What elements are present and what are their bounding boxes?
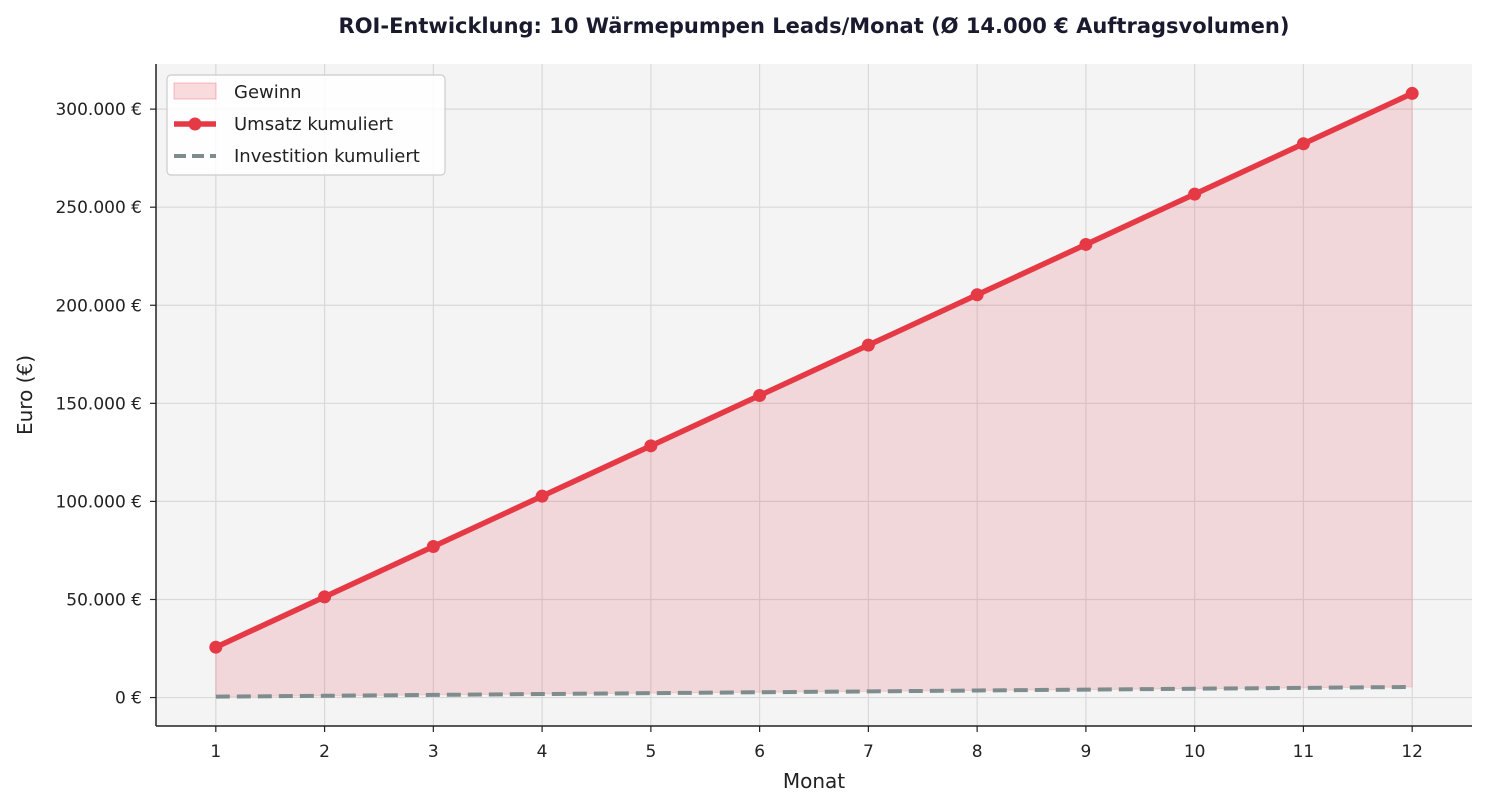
y-tick-label: 100.000 € — [55, 492, 142, 512]
y-tick-label: 200.000 € — [55, 296, 142, 316]
x-axis-label: Monat — [783, 769, 845, 793]
legend-swatch-gewinn — [173, 82, 217, 100]
y-tick-label: 300.000 € — [55, 100, 142, 120]
x-tick-label: 1 — [210, 742, 221, 762]
x-tick-label: 12 — [1401, 742, 1423, 762]
line-umsatz-kumuliert — [214, 90, 1414, 650]
legend-entry-umsatz: Umsatz kumuliert — [234, 114, 393, 135]
ticks-layer: 1 2 3 4 5 6 7 8 9 10 11 120 €50.000 €100.000 €150.0… — [55, 100, 1423, 762]
y-tick-label: 50.000 € — [66, 590, 142, 610]
x-tick-label: 8 — [972, 742, 983, 762]
point-umsatz — [209, 640, 223, 654]
y-tick-label: 0 € — [115, 689, 142, 709]
x-tick-label: 11 — [1293, 742, 1315, 762]
point-umsatz — [970, 288, 984, 302]
legend-box — [166, 74, 446, 176]
point-umsatz — [1405, 86, 1419, 100]
axes-layer — [155, 64, 1472, 727]
x-tick-label: 5 — [645, 742, 656, 762]
point-umsatz — [753, 388, 767, 402]
line-investition-kumuliert — [215, 684, 1413, 699]
legend-entry-investition: Investition kumuliert — [234, 146, 420, 167]
point-umsatz — [861, 338, 875, 352]
point-umsatz — [426, 540, 440, 554]
y-tick-label: 150.000 € — [55, 394, 142, 414]
y-tick-label: 250.000 € — [55, 198, 142, 218]
legend-entry-gewinn: Gewinn — [234, 82, 302, 103]
y-axis-label: Euro (€) — [13, 355, 37, 435]
x-tick-label: 3 — [428, 742, 439, 762]
x-tick-label: 2 — [319, 742, 330, 762]
point-umsatz — [535, 489, 549, 503]
x-tick-label: 9 — [1080, 742, 1091, 762]
point-umsatz — [318, 590, 332, 604]
x-tick-label: 6 — [754, 742, 765, 762]
x-tick-label: 10 — [1184, 742, 1206, 762]
chart-title: ROI-Entwicklung: 10 Wärmepumpen Leads/Mo… — [339, 14, 1290, 38]
x-tick-label: 7 — [863, 742, 874, 762]
legend-marker-umsatz — [188, 117, 202, 131]
legend: Gewinn Umsatz kumuliert Investition kumu… — [166, 74, 446, 176]
x-tick-label: 4 — [537, 742, 548, 762]
point-umsatz — [1296, 137, 1310, 151]
point-umsatz — [1188, 187, 1202, 201]
point-umsatz — [1079, 237, 1093, 251]
point-umsatz — [644, 439, 658, 453]
series-layer — [209, 86, 1419, 699]
